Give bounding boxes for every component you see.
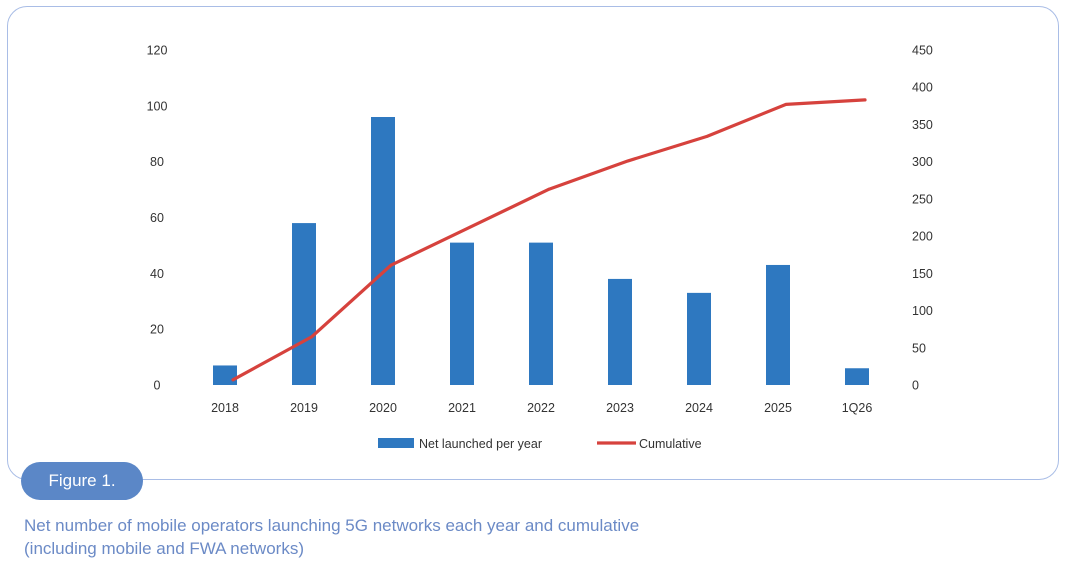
right-tick-label: 150 (912, 267, 933, 281)
right-tick-label: 400 (912, 81, 933, 95)
bar-2018 (213, 365, 237, 385)
bar-2022 (529, 242, 553, 385)
right-tick-label: 450 (912, 44, 933, 58)
x-tick-label: 2023 (606, 401, 634, 415)
cumulative-point-2018 (231, 378, 235, 382)
legend-bar-label: Net launched per year (419, 437, 542, 451)
left-tick-label: 20 (150, 323, 164, 337)
figure-caption: Net number of mobile operators launching… (24, 514, 1024, 560)
cumulative-point-2024 (705, 134, 709, 138)
x-tick-label: 1Q26 (842, 401, 873, 415)
left-tick-label: 80 (150, 155, 164, 169)
cumulative-point-1Q26 (863, 98, 867, 102)
right-tick-label: 300 (912, 155, 933, 169)
right-axis-ticks: 0 50 100 150 200 250 300 350 400 450 (912, 44, 933, 393)
right-tick-label: 200 (912, 230, 933, 244)
left-tick-label: 60 (150, 211, 164, 225)
x-axis-ticks: 2018 2019 2020 2021 2022 2023 2024 2025 1Q26 (211, 401, 872, 415)
cumulative-point-2021 (468, 225, 472, 229)
bar-1Q26 (845, 368, 869, 385)
figure-label: Figure 1. (21, 462, 143, 500)
legend-line-label: Cumulative (639, 437, 702, 451)
bar-2021 (450, 242, 474, 385)
caption-line-2: (including mobile and FWA networks) (24, 539, 304, 558)
x-tick-label: 2019 (290, 401, 318, 415)
cumulative-point-2022 (547, 187, 551, 191)
bar-series (213, 117, 869, 385)
bar-2025 (766, 264, 790, 385)
x-tick-label: 2020 (369, 401, 397, 415)
x-tick-label: 2021 (448, 401, 476, 415)
right-tick-label: 50 (912, 341, 926, 355)
bar-2024 (687, 292, 711, 385)
legend: Net launched per year Cumulative (378, 437, 702, 451)
x-tick-label: 2022 (527, 401, 555, 415)
x-tick-label: 2024 (685, 401, 713, 415)
bar-2023 (608, 278, 632, 385)
bar-2020 (371, 117, 395, 385)
cumulative-point-2019 (310, 335, 314, 339)
left-tick-label: 40 (150, 267, 164, 281)
x-tick-label: 2025 (764, 401, 792, 415)
left-tick-label: 120 (147, 44, 168, 58)
right-tick-label: 100 (912, 304, 933, 318)
caption-line-1: Net number of mobile operators launching… (24, 516, 640, 535)
cumulative-point-2023 (626, 159, 630, 163)
left-tick-label: 0 (154, 379, 161, 393)
right-tick-label: 0 (912, 379, 919, 393)
bar-2019 (292, 223, 316, 385)
left-tick-label: 100 (147, 99, 168, 113)
x-tick-label: 2018 (211, 401, 239, 415)
cumulative-point-2020 (389, 263, 393, 267)
right-tick-label: 350 (912, 118, 933, 132)
cumulative-point-2025 (784, 102, 788, 106)
left-axis-ticks: 0 20 40 60 80 100 120 (147, 44, 168, 393)
right-tick-label: 250 (912, 192, 933, 206)
cumulative-points (231, 98, 867, 382)
legend-bar-swatch (378, 438, 414, 448)
